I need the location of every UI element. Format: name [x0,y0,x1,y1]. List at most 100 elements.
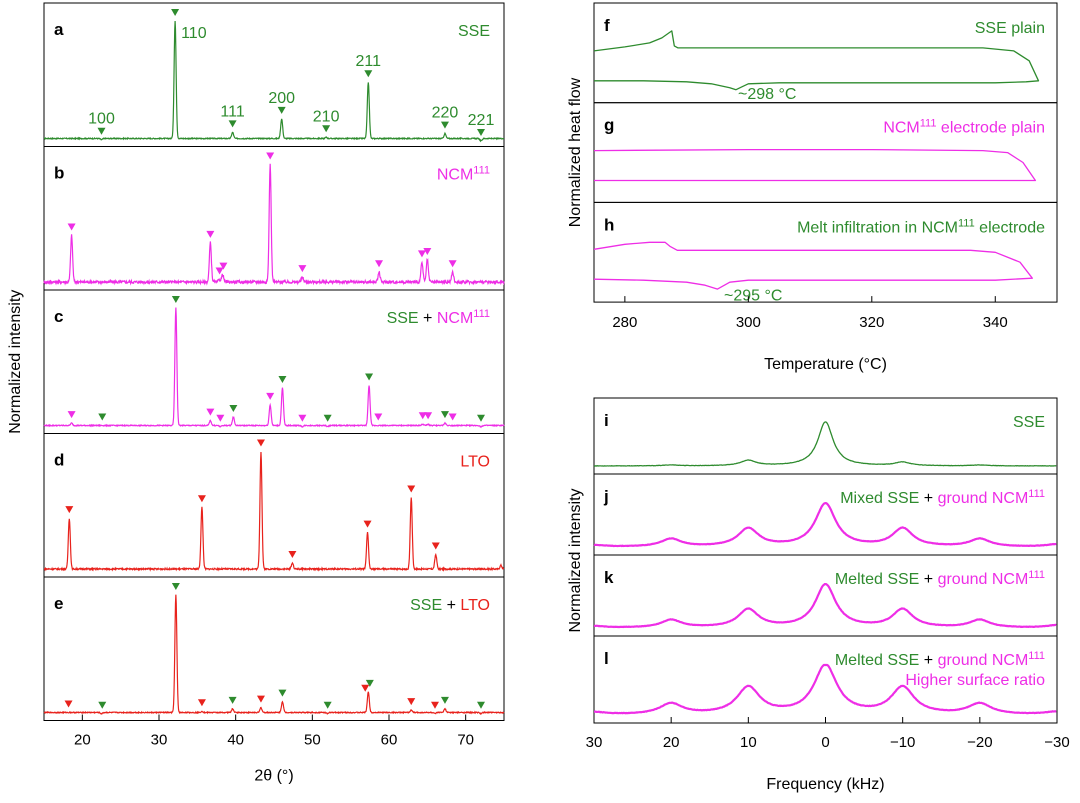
peak-marker [407,485,416,493]
peak-marker [215,267,224,275]
panel-frame [593,554,1058,637]
dsc-curve-g [593,148,1037,182]
panel-frame [43,576,505,721]
nmr-chart: i j k l 30 20 10 0 −10 −20 −30 Frequency (kHz) Norma… [567,397,1070,793]
peak-marker [407,698,416,706]
panel-label: Melt infiltration in NCM111 electrode [797,217,1045,236]
dsc-curve-f [593,30,1040,91]
peak-marker [171,583,180,590]
melting-point-annotation: ~298 °C [738,86,796,103]
peak-marker [477,128,485,136]
peak-marker [266,392,275,400]
peak-marker [97,127,106,135]
peak-marker [206,230,215,238]
melting-point-annotation: ~295 °C [724,287,782,304]
nmr-panel-k: k [593,554,1058,637]
peak-marker [171,9,180,16]
x-tick-label: 30 [586,734,603,751]
x-tick-label: 20 [663,734,680,751]
peak-marker [197,495,206,503]
panel-label: SSE + NCM111 [387,308,490,327]
panel-letter: d [54,451,64,470]
panel-frame [593,2,1058,104]
dsc-chart: f ~298 °C g h ~295 °C 280 300 320 340 Temperature… [567,2,1058,373]
miller-index-label: 220 [432,105,459,122]
x-tick-label: −30 [1044,734,1069,751]
peak-marker [288,550,297,558]
peak-marker [228,696,237,704]
peak-marker [423,247,432,255]
x-tick-label: 340 [983,314,1008,331]
xrd-panel-d: d [43,433,505,578]
peak-marker [323,414,332,422]
peak-marker [448,260,457,268]
x-tick-label: 40 [227,732,244,749]
x-tick-label: 30 [151,732,168,749]
peak-marker [322,125,331,133]
miller-index-label: 200 [268,90,295,107]
peak-marker [374,413,383,421]
peak-marker [98,701,107,709]
x-tick-label: 320 [859,314,884,331]
peak-marker [266,152,275,160]
x-tick-label: 280 [612,314,637,331]
x-tick-label: 60 [381,732,398,749]
peak-marker [277,106,286,114]
xrd-panel-b: b [43,146,505,291]
nmr-spectrum-i [593,421,1057,467]
peak-marker [440,411,449,419]
dsc-panel-f: f ~298 °C [593,2,1058,104]
panel-letter: j [603,487,609,506]
panel-letter: l [604,649,609,668]
panel-label: SSE [1013,414,1045,431]
peak-marker [298,265,307,273]
xrd-pattern-a [43,20,505,143]
panel-letter: b [54,164,64,183]
panel-letter: h [604,215,614,234]
peak-marker [431,542,440,550]
peak-marker [228,120,237,128]
panel-label: Mixed SSE + ground NCM111 [840,488,1045,507]
x-tick-label: −10 [890,734,915,751]
peak-marker [431,701,439,709]
peak-marker [278,375,287,383]
panel-frame [593,201,1058,303]
peak-marker [171,296,180,303]
miller-index-label: 221 [468,112,495,129]
peak-marker [278,689,287,697]
panel-label: Melted SSE + ground NCM111 [835,569,1045,588]
panel-letter: k [604,568,614,587]
nmr-panel-i: i [593,397,1058,475]
panel-letter: f [604,16,610,35]
peak-marker [417,250,426,258]
dsc-panel-h: h ~295 °C [593,201,1058,304]
y-axis-label: Normalized intensity [7,290,24,434]
dsc-curve-h [593,241,1033,290]
panel-label: NCM111 [437,165,490,184]
peak-marker [216,414,225,422]
dsc-panel-g: g [593,102,1058,203]
nmr-panel-j: j [593,473,1058,556]
panel-label: SSE plain [975,20,1045,37]
peak-marker [67,223,76,231]
xrd-chart: 100 110 111 200 210 211 220 221 a b c d e 20 30 40 50 60 7… [7,2,505,785]
panel-label: Melted SSE + ground NCM111 [835,650,1045,669]
peak-marker [323,701,332,709]
peak-marker [361,684,370,692]
x-tick-label: 300 [736,314,761,331]
panel-frame [593,397,1058,475]
peak-marker [440,121,449,129]
peak-marker [418,412,427,420]
y-axis-label: Normalized intensity [567,488,584,632]
panel-frame [593,102,1058,203]
peak-marker [365,373,374,381]
xrd-pattern-e [43,594,505,715]
panel-frame [43,146,505,291]
x-tick-label: 20 [74,732,91,749]
peak-marker [477,701,485,709]
peak-marker [365,679,374,687]
y-axis-label: Normalized heat flow [567,77,584,227]
peak-marker [256,695,265,703]
peak-marker [440,696,449,704]
peak-marker [206,408,215,416]
